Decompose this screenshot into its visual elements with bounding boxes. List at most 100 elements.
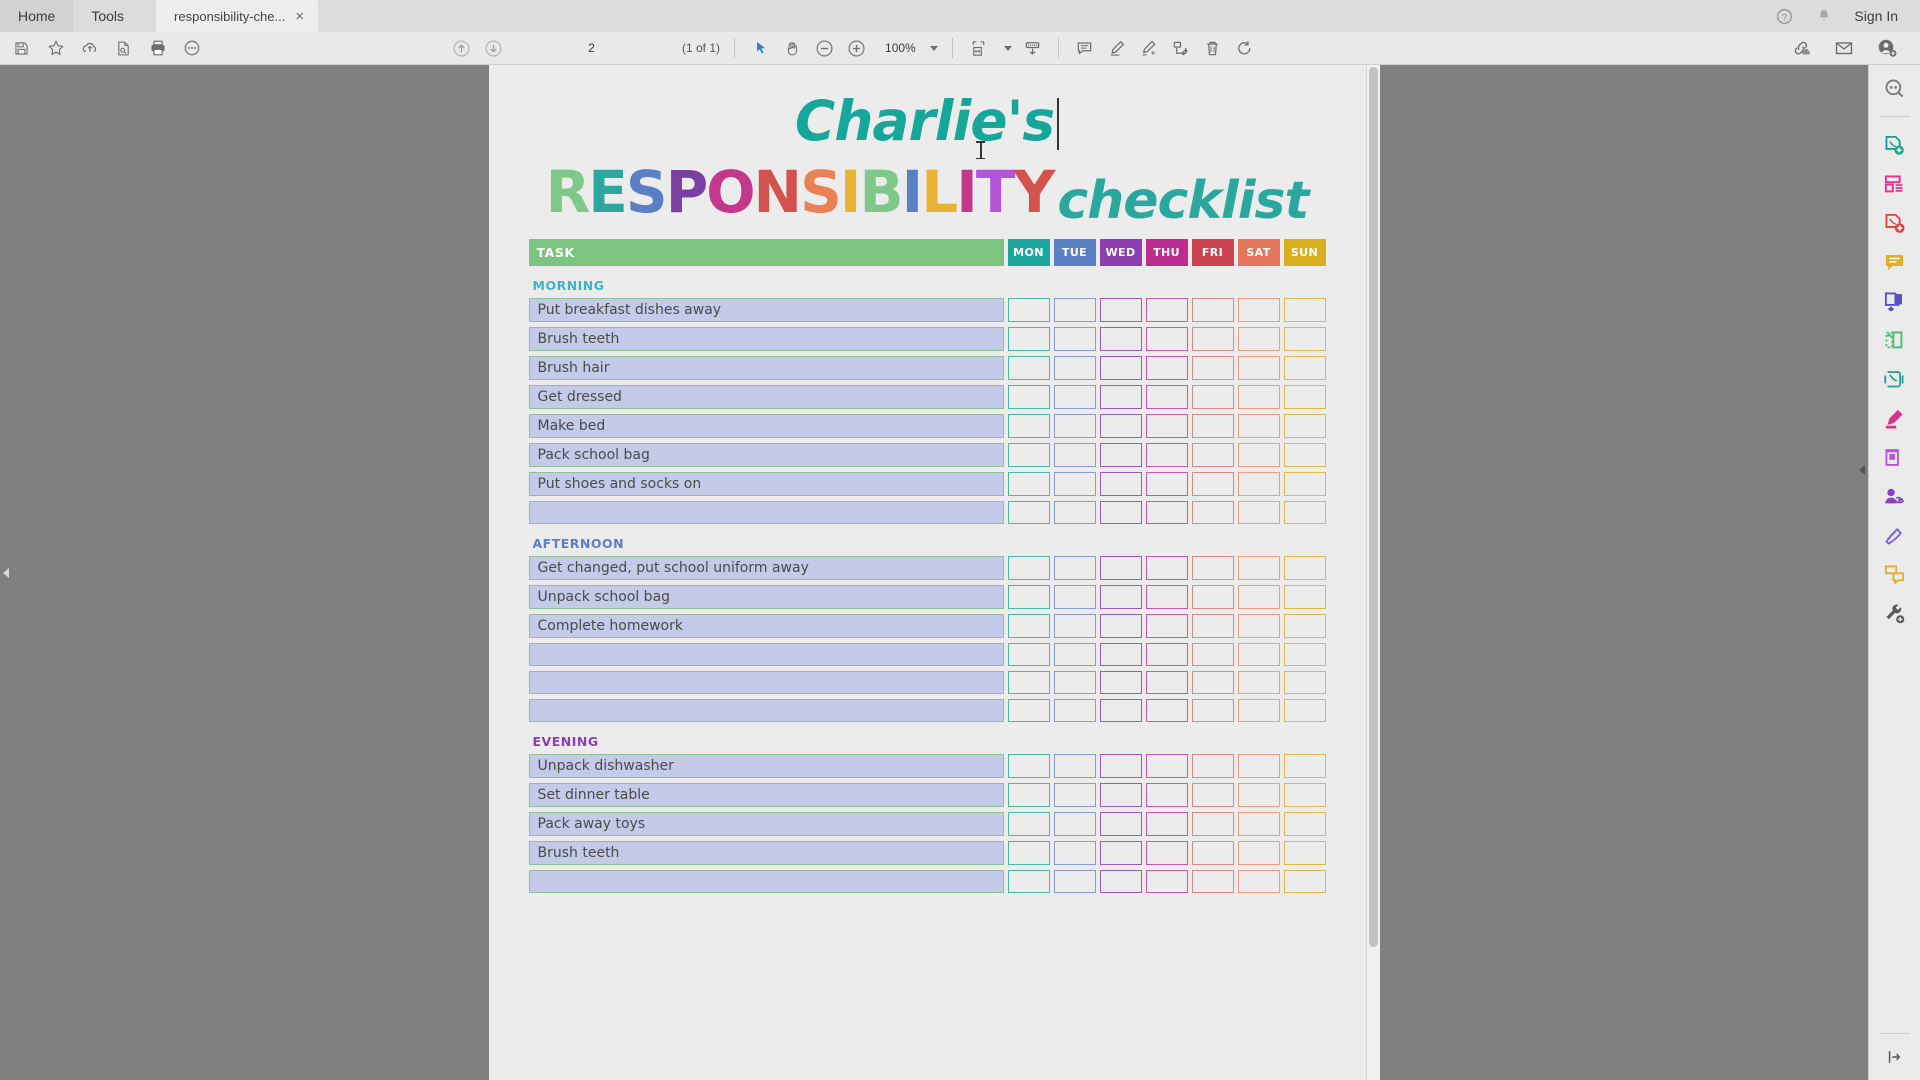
page-down-icon[interactable]	[482, 37, 505, 60]
organize-pages-icon[interactable]	[1882, 171, 1908, 197]
sign-in-button[interactable]: Sign In	[1854, 8, 1898, 24]
checkbox-cell[interactable]	[1099, 442, 1142, 467]
checkbox-cell[interactable]	[1191, 753, 1234, 778]
checkbox-cell[interactable]	[1283, 584, 1326, 609]
checkbox-cell[interactable]	[1007, 500, 1050, 524]
task-input-field[interactable]: Get changed, put school uniform away	[528, 555, 1004, 580]
zoom-dropdown-chevron-down-icon[interactable]	[929, 45, 938, 51]
task-input-field[interactable]: Unpack school bag	[528, 584, 1004, 609]
checkbox-cell[interactable]	[1145, 555, 1188, 580]
checkbox-cell[interactable]	[1099, 413, 1142, 438]
checkbox-cell[interactable]	[1007, 297, 1050, 322]
checkbox-cell[interactable]	[1283, 471, 1326, 496]
checkbox-cell[interactable]	[1191, 584, 1234, 609]
checkbox-cell[interactable]	[1099, 471, 1142, 496]
comment-icon[interactable]	[1073, 37, 1096, 60]
export-pdf-icon[interactable]	[1882, 288, 1908, 314]
checkbox-cell[interactable]	[1237, 500, 1280, 524]
star-icon[interactable]	[44, 37, 67, 60]
checkbox-cell[interactable]	[1007, 384, 1050, 409]
stamp-icon[interactable]	[1169, 37, 1192, 60]
crop-pages-icon[interactable]	[1882, 327, 1908, 353]
checkbox-cell[interactable]	[1007, 471, 1050, 496]
task-input-field[interactable]: Brush hair	[528, 355, 1004, 380]
task-input-field[interactable]: Pack school bag	[528, 442, 1004, 467]
task-input-field[interactable]: Pack away toys	[528, 811, 1004, 836]
checkbox-cell[interactable]	[1237, 384, 1280, 409]
task-input-field[interactable]: Set dinner table	[528, 782, 1004, 807]
select-cursor-icon[interactable]	[749, 37, 772, 60]
rotate-icon[interactable]	[1233, 37, 1256, 60]
checkbox-cell[interactable]	[1191, 384, 1234, 409]
checkbox-cell[interactable]	[1099, 782, 1142, 807]
fit-page-icon[interactable]	[967, 37, 990, 60]
notification-bell-icon[interactable]	[1814, 6, 1834, 26]
checkbox-cell[interactable]	[1145, 782, 1188, 807]
combine-files-icon[interactable]	[1882, 210, 1908, 236]
stamp-icon[interactable]	[1882, 522, 1908, 548]
checkbox-cell[interactable]	[1099, 326, 1142, 351]
checkbox-cell[interactable]	[1237, 782, 1280, 807]
checkbox-cell[interactable]	[1145, 811, 1188, 836]
checkbox-cell[interactable]	[1191, 355, 1234, 380]
checkbox-cell[interactable]	[1099, 584, 1142, 609]
checkbox-cell[interactable]	[1237, 840, 1280, 865]
sign-icon[interactable]	[1137, 37, 1160, 60]
checkbox-cell[interactable]	[1007, 326, 1050, 351]
checkbox-cell[interactable]	[1191, 613, 1234, 638]
checkbox-cell[interactable]	[1145, 297, 1188, 322]
checkbox-cell[interactable]	[1007, 584, 1050, 609]
highlighter-icon[interactable]	[1105, 37, 1128, 60]
rail-collapse-chevron-left-icon[interactable]	[1859, 465, 1865, 475]
checkbox-cell[interactable]	[1053, 297, 1096, 322]
checkbox-cell[interactable]	[1145, 384, 1188, 409]
checkbox-cell[interactable]	[1283, 555, 1326, 580]
checkbox-cell[interactable]	[1191, 840, 1234, 865]
checkbox-cell[interactable]	[1283, 811, 1326, 836]
document-scroll-area[interactable]: Charlie's RESPONSIBILITYchecklist TASK M…	[0, 65, 1868, 1080]
checkbox-cell[interactable]	[1099, 869, 1142, 893]
checkbox-cell[interactable]	[1007, 811, 1050, 836]
checkbox-cell[interactable]	[1099, 297, 1142, 322]
checkbox-cell[interactable]	[1145, 413, 1188, 438]
checkbox-cell[interactable]	[1283, 297, 1326, 322]
checkbox-cell[interactable]	[1053, 326, 1096, 351]
checkbox-cell[interactable]	[1237, 297, 1280, 322]
checkbox-cell[interactable]	[1237, 413, 1280, 438]
checkbox-cell[interactable]	[1191, 811, 1234, 836]
checkbox-cell[interactable]	[1237, 811, 1280, 836]
checkbox-cell[interactable]	[1053, 471, 1096, 496]
fit-dropdown-chevron-down-icon[interactable]	[1003, 45, 1012, 51]
upload-cloud-icon[interactable]	[78, 37, 101, 60]
checkbox-cell[interactable]	[1099, 613, 1142, 638]
task-input-field[interactable]: Put breakfast dishes away	[528, 297, 1004, 322]
checkbox-cell[interactable]	[1237, 555, 1280, 580]
checkbox-cell[interactable]	[1237, 613, 1280, 638]
checkbox-cell[interactable]	[1191, 326, 1234, 351]
checkbox-cell[interactable]	[1237, 471, 1280, 496]
checkbox-cell[interactable]	[1053, 698, 1096, 722]
checkbox-cell[interactable]	[1053, 442, 1096, 467]
checkbox-cell[interactable]	[1007, 642, 1050, 666]
checkbox-cell[interactable]	[1053, 869, 1096, 893]
menu-home[interactable]: Home	[0, 0, 74, 32]
checkbox-cell[interactable]	[1283, 840, 1326, 865]
checkbox-cell[interactable]	[1099, 670, 1142, 694]
checkbox-cell[interactable]	[1283, 698, 1326, 722]
checkbox-cell[interactable]	[1191, 297, 1234, 322]
close-icon[interactable]: ×	[295, 7, 305, 25]
checkbox-cell[interactable]	[1237, 698, 1280, 722]
task-input-field[interactable]: Unpack dishwasher	[528, 753, 1004, 778]
checkbox-cell[interactable]	[1191, 442, 1234, 467]
page-number-input[interactable]	[514, 41, 669, 55]
checkbox-cell[interactable]	[1191, 471, 1234, 496]
checkbox-cell[interactable]	[1007, 698, 1050, 722]
checkbox-cell[interactable]	[1237, 326, 1280, 351]
menu-tools[interactable]: Tools	[91, 8, 125, 24]
checkbox-cell[interactable]	[1099, 811, 1142, 836]
edit-pdf-icon[interactable]	[1882, 366, 1908, 392]
left-panel-toggle[interactable]	[0, 65, 12, 1080]
checkbox-cell[interactable]	[1145, 355, 1188, 380]
task-input-field[interactable]: Get dressed	[528, 384, 1004, 409]
highlighter-icon[interactable]	[1882, 405, 1908, 431]
